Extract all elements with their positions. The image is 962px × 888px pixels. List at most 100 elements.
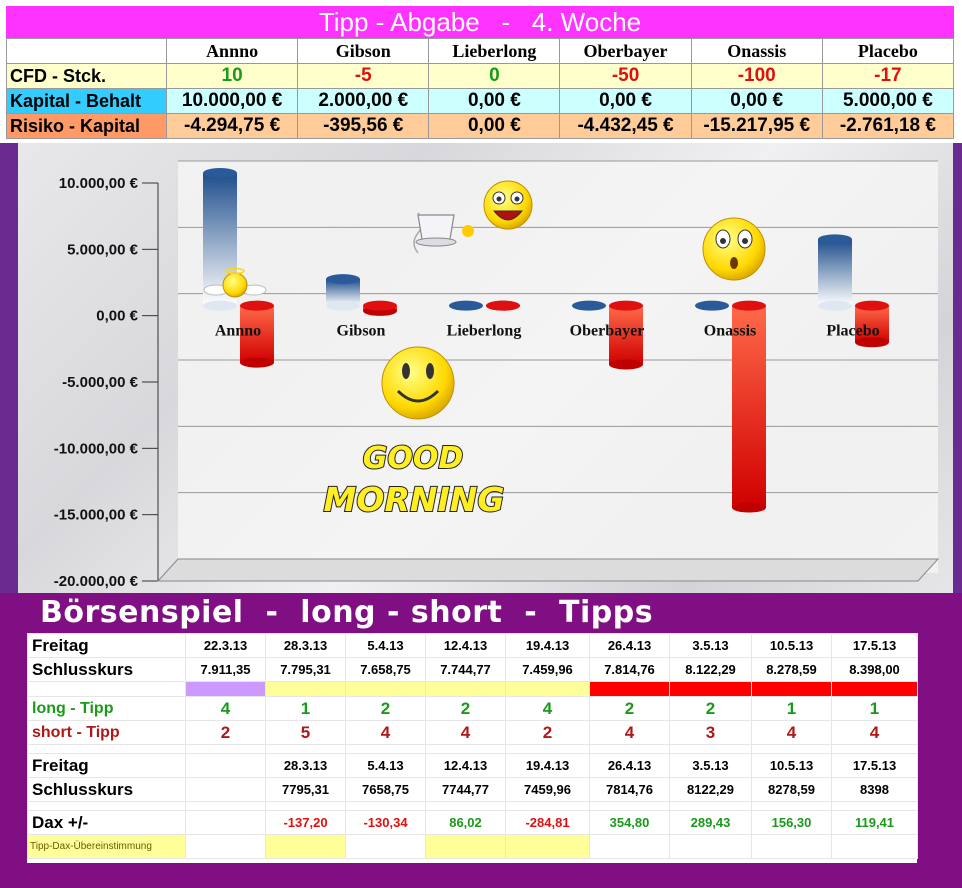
match-cell <box>669 834 752 859</box>
bar <box>240 300 274 368</box>
kurs-cell: 7459,96 <box>505 777 590 802</box>
match-cell <box>831 834 918 859</box>
bar-base <box>326 300 360 311</box>
long-cell: 2 <box>345 696 426 721</box>
long-cell: 1 <box>831 696 918 721</box>
date-cell: 12.4.13 <box>425 633 506 658</box>
short-cell: 4 <box>831 720 918 745</box>
long-cell: 2 <box>589 696 670 721</box>
bar-base <box>732 502 766 513</box>
cfd-cell: -100 <box>690 63 823 89</box>
freitag-label: Freitag <box>27 753 186 778</box>
short-cell: 2 <box>505 720 590 745</box>
trend-cell <box>669 681 752 697</box>
match-cell <box>589 834 670 859</box>
kurs-cell: 8398 <box>831 777 918 802</box>
bar-body <box>240 305 274 363</box>
match-cell <box>751 834 832 859</box>
date-cell: 10.5.13 <box>751 633 832 658</box>
morning-text: MORNING <box>324 480 505 519</box>
schlusskurs-row-1: Schlusskurs 7.911,35 7.795,31 7.658,75 7… <box>27 657 918 682</box>
kurs-cell: 8.278,59 <box>751 657 832 682</box>
kurs-cell: 7.658,75 <box>345 657 426 682</box>
trend-cell <box>265 681 346 697</box>
bars <box>203 168 889 513</box>
boersenspiel-title: Börsenspiel - long - short - Tipps <box>40 595 654 630</box>
page-title: Tipp - Abgabe - 4. Woche <box>6 6 954 38</box>
chart-frame: 10.000,00 € 5.000,00 € 0,00 € -5.000,00 € -1… <box>0 143 962 593</box>
match-cell <box>265 834 346 859</box>
good-morning-text: GOOD MORNING <box>323 440 506 520</box>
long-cell: 4 <box>185 696 266 721</box>
bar <box>363 300 397 316</box>
bar-cap <box>326 274 360 285</box>
dax-cell: -130,34 <box>345 810 426 835</box>
bar-cap <box>732 300 766 311</box>
match-row: Tipp-Dax-Übereinstimmung <box>27 834 918 859</box>
long-cell: 1 <box>265 696 346 721</box>
date-cell: 12.4.13 <box>425 753 506 778</box>
bar <box>818 234 852 311</box>
dax-row: Dax +/- -137,20 -130,34 86,02 -284,81 35… <box>27 810 918 835</box>
risiko-row: Risiko - Kapital -4.294,75 € -395,56 € 0… <box>6 113 955 139</box>
bar-cap <box>486 300 520 311</box>
bar-cap <box>363 300 397 311</box>
category-label: Placebo <box>826 323 879 340</box>
chart-floor <box>156 558 940 582</box>
cfd-cell: -5 <box>297 63 430 89</box>
kurs-cell: 8.398,00 <box>831 657 918 682</box>
bar-cap <box>572 300 606 311</box>
schlusskurs-label: Schlusskurs <box>27 777 186 802</box>
schlusskurs-row-2: Schlusskurs 7795,31 7658,75 7744,77 7459… <box>27 777 918 802</box>
tipp-table: Annno Gibson Lieberlong Oberbayer Onassi… <box>6 38 955 139</box>
date-cell: 26.4.13 <box>589 633 670 658</box>
kapital-cell: 0,00 € <box>428 88 561 114</box>
plot-back-wall <box>178 161 938 573</box>
risiko-cell: 0,00 € <box>428 113 561 139</box>
player-header: Lieberlong <box>428 38 561 64</box>
trend-cell <box>831 681 918 697</box>
bar-cap <box>855 300 889 311</box>
date-cell: 28.3.13 <box>265 753 346 778</box>
trend-cell <box>345 681 426 697</box>
kurs-cell: 7744,77 <box>425 777 506 802</box>
short-cell: 4 <box>345 720 426 745</box>
y-tick-label: 0,00 € <box>96 308 138 325</box>
player-header: Gibson <box>297 38 430 64</box>
kurs-cell: 7658,75 <box>345 777 426 802</box>
dax-cell: 354,80 <box>589 810 670 835</box>
bar <box>609 300 643 370</box>
bar-cap <box>818 234 852 245</box>
short-tipp-label: short - Tipp <box>27 720 186 745</box>
header-empty <box>6 38 167 64</box>
match-cell <box>185 834 266 859</box>
cfd-label: CFD - Stck. <box>6 63 167 89</box>
risiko-cell: -2.761,18 € <box>821 113 955 139</box>
spacer-row <box>27 801 918 811</box>
spacer-row <box>27 744 918 754</box>
date-cell: 10.5.13 <box>751 753 832 778</box>
kurs-cell: 7.795,31 <box>265 657 346 682</box>
date-cell: 19.4.13 <box>505 633 590 658</box>
cfd-cell: 10 <box>165 63 299 89</box>
short-cell: 4 <box>425 720 506 745</box>
date-cell: 22.3.13 <box>185 633 266 658</box>
empty-cell <box>185 777 266 802</box>
kurs-cell: 8278,59 <box>751 777 832 802</box>
kurs-cell: 8122,29 <box>669 777 752 802</box>
long-tipp-row: long - Tipp 4 1 2 2 4 2 2 1 1 <box>27 696 918 721</box>
kapital-cell: 10.000,00 € <box>165 88 299 114</box>
match-cell <box>505 834 590 859</box>
cfd-cell: -17 <box>821 63 955 89</box>
kurs-cell: 7814,76 <box>589 777 670 802</box>
date-cell: 17.5.13 <box>831 753 918 778</box>
bar-base <box>609 359 643 370</box>
good-text: GOOD <box>363 441 464 476</box>
dax-cell: -284,81 <box>505 810 590 835</box>
bar-cap <box>240 300 274 311</box>
trend-color-bar <box>27 681 918 697</box>
coffee-cup-icon <box>413 212 474 254</box>
surprised-smiley-icon <box>702 217 766 281</box>
category-labels: Annno Gibson Lieberlong Oberbayer Onassis Pla… <box>215 323 880 340</box>
cfd-row: CFD - Stck. 10 -5 0 -50 -100 -17 <box>6 63 955 89</box>
